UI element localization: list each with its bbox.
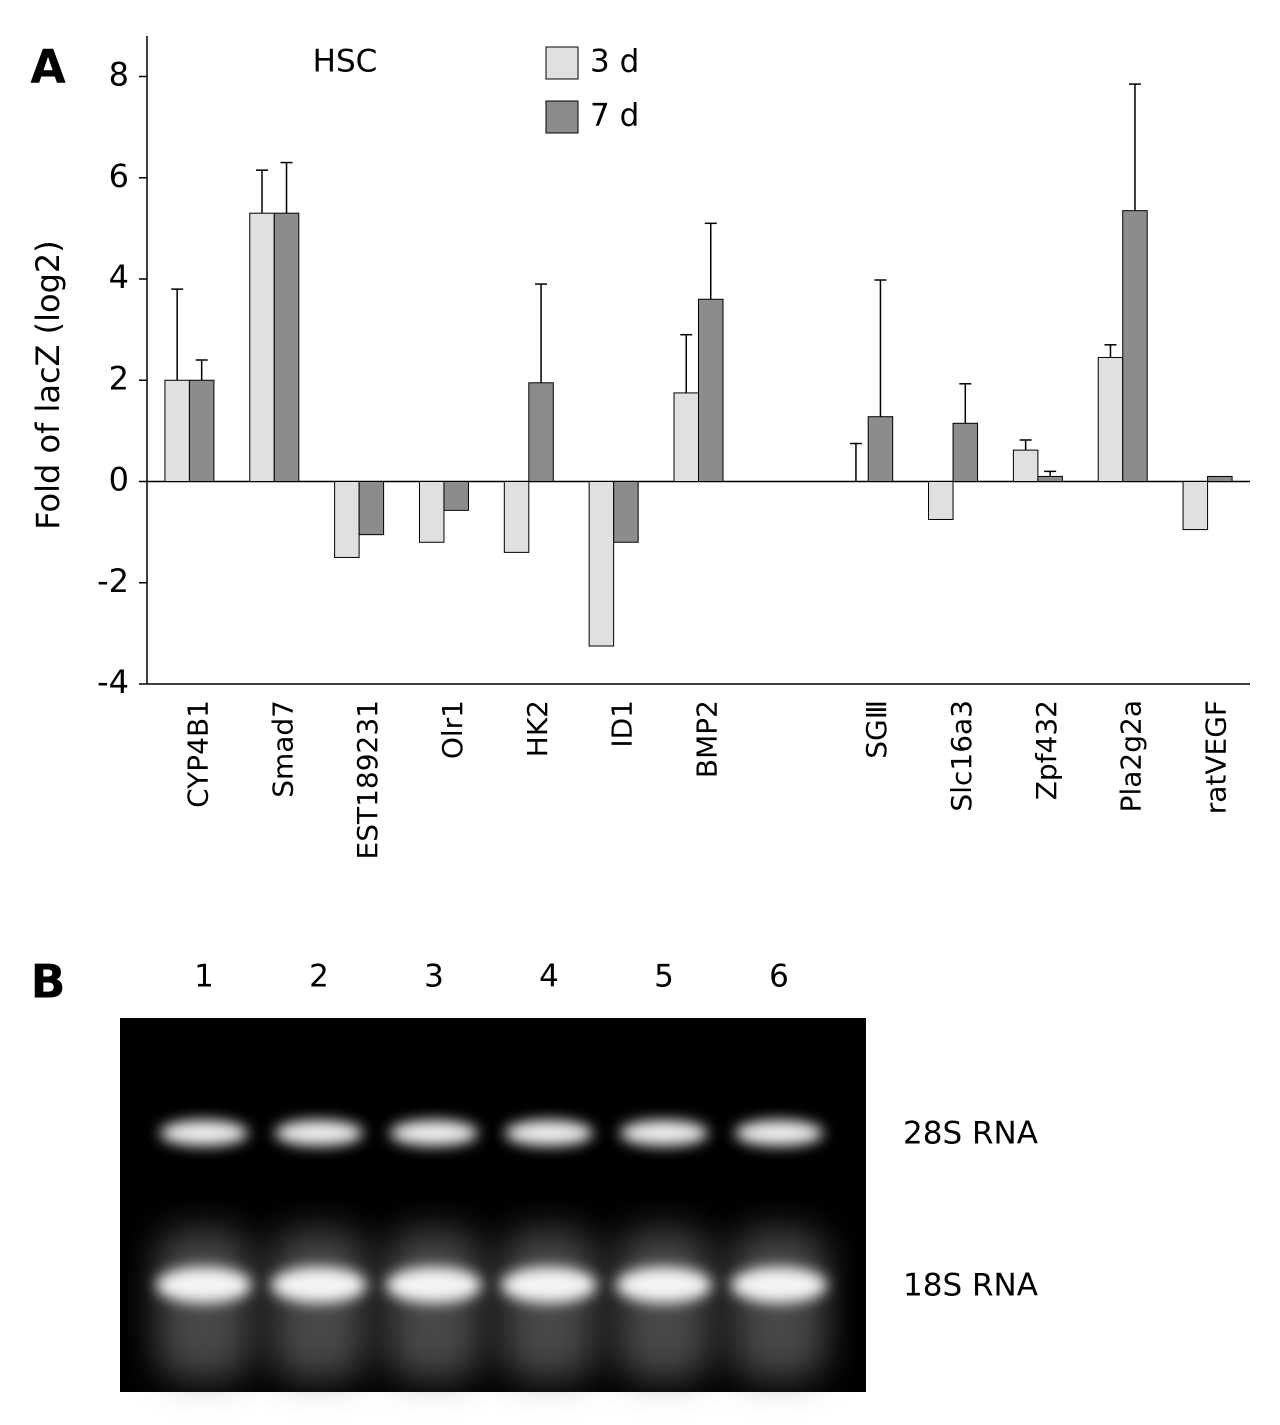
x-tick-label: Zpf432: [1030, 700, 1063, 800]
bar: [1122, 210, 1148, 482]
y-axis-label: Fold of lacZ (log2): [29, 240, 67, 530]
band-label: 28S RNA: [903, 1116, 1038, 1152]
bar: [698, 298, 724, 482]
band-18s: [616, 1267, 712, 1303]
panel-label: A: [30, 40, 66, 94]
band-18s: [271, 1267, 367, 1303]
band-28s: [390, 1120, 478, 1146]
smear: [271, 1230, 367, 1380]
bar: [443, 481, 469, 511]
bar: [418, 481, 445, 543]
x-tick-label: ratVEGF: [1200, 700, 1233, 814]
bar: [358, 481, 385, 536]
band-label: 18S RNA: [903, 1268, 1038, 1304]
bar: [528, 382, 554, 482]
legend-swatch: [545, 100, 579, 134]
y-tick-label: 6: [109, 157, 129, 195]
bar: [1182, 481, 1209, 531]
bar: [249, 212, 275, 482]
smear: [501, 1230, 597, 1380]
bar: [613, 481, 639, 543]
bar: [1037, 475, 1063, 482]
bar: [1012, 449, 1039, 482]
bar: [164, 379, 190, 482]
x-tick-label: Slc16a3: [945, 700, 978, 812]
y-tick-label: -4: [97, 663, 129, 701]
lane-label: 4: [539, 959, 559, 995]
bar: [1097, 356, 1124, 482]
x-tick-label: Pla2g2a: [1115, 700, 1148, 812]
smear: [156, 1230, 252, 1380]
annotation: HSC: [313, 44, 378, 80]
x-tick-label: BMP2: [691, 700, 724, 778]
bar: [188, 379, 215, 482]
bar: [928, 481, 954, 520]
band-18s: [731, 1267, 827, 1303]
x-tick-label: Smad7: [266, 700, 299, 798]
bar: [503, 481, 530, 553]
lane-label: 6: [769, 959, 789, 995]
band-28s: [505, 1120, 593, 1146]
bar: [334, 481, 360, 558]
x-tick-label: HK2: [521, 700, 554, 757]
band-28s: [275, 1120, 363, 1146]
y-tick-label: 8: [109, 56, 129, 94]
bar: [952, 422, 979, 482]
lane-label: 2: [309, 959, 329, 995]
band-28s: [735, 1120, 823, 1146]
smear: [616, 1230, 712, 1380]
y-tick-label: -2: [97, 562, 129, 600]
x-tick-label: CYP4B1: [181, 700, 214, 808]
lane-label: 3: [424, 959, 444, 995]
lane-label: 5: [654, 959, 674, 995]
y-tick-label: 2: [109, 359, 129, 397]
x-tick-label: ID1: [606, 700, 639, 748]
lane-label: 1: [194, 959, 214, 995]
y-tick-label: 0: [109, 461, 129, 499]
bar: [588, 481, 615, 647]
band-28s: [160, 1120, 248, 1146]
band-18s: [156, 1267, 252, 1303]
smear: [731, 1230, 827, 1380]
band-18s: [501, 1267, 597, 1303]
bar: [273, 212, 300, 482]
x-tick-label: Olr1: [436, 700, 469, 759]
x-tick-label: EST189231: [351, 700, 384, 859]
legend-swatch: [545, 46, 579, 80]
smear: [386, 1230, 482, 1380]
legend-label: 3 d: [590, 44, 639, 80]
bar: [1207, 475, 1233, 482]
band-18s: [386, 1267, 482, 1303]
bar: [673, 392, 699, 482]
bar: [867, 416, 894, 483]
band-28s: [620, 1120, 708, 1146]
panel-label: B: [30, 955, 65, 1009]
x-tick-label: SGⅢ: [860, 700, 893, 759]
legend-label: 7 d: [590, 98, 639, 134]
y-tick-label: 4: [109, 258, 129, 296]
